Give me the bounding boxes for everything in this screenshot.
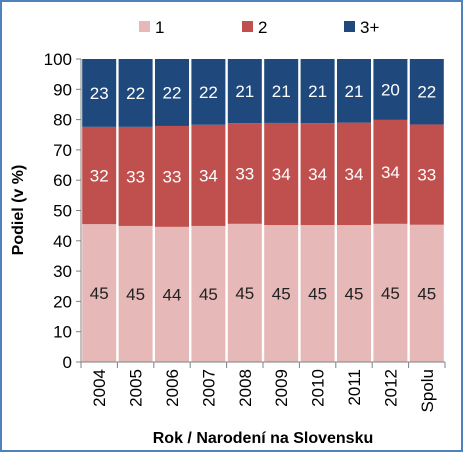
data-label: 32	[90, 167, 109, 186]
bar-segment-2	[264, 122, 299, 226]
y-tick-label: 90	[53, 80, 72, 99]
bar-segment-3	[373, 59, 408, 120]
data-label: 45	[272, 285, 291, 304]
x-tick-label: 2007	[199, 369, 218, 407]
bar-segment-3	[118, 59, 153, 127]
y-tick-label: 80	[53, 111, 72, 130]
bar-segment-3	[409, 59, 444, 125]
y-tick-label: 40	[53, 232, 72, 251]
y-tick-label: 50	[53, 202, 72, 221]
data-label: 44	[163, 285, 182, 304]
y-axis: 0 10 20 30 40 50 60 70 80 90 100	[44, 50, 82, 372]
bar-segment-3	[191, 59, 226, 125]
data-label: 45	[126, 285, 145, 304]
x-tick-label: 2011	[345, 369, 364, 406]
bar-segment-3	[300, 59, 335, 124]
bar-segment-2	[82, 126, 117, 225]
data-label: 45	[90, 284, 109, 303]
bar-segment-1	[118, 225, 153, 362]
legend: 1 2 3+	[139, 18, 379, 37]
x-tick-label: 2008	[236, 369, 255, 407]
data-label: 45	[417, 284, 436, 303]
bar-segment-2	[118, 126, 153, 226]
bar-segment-1	[300, 225, 335, 362]
data-label: 21	[272, 82, 291, 101]
y-tick-label: 10	[53, 323, 72, 342]
bar-segment-1	[264, 225, 299, 362]
y-tick-label: 70	[53, 141, 72, 160]
data-label: 33	[235, 165, 254, 184]
y-tick-label: 100	[44, 50, 72, 69]
y-tick-label: 60	[53, 171, 72, 190]
data-label: 22	[417, 83, 436, 102]
bar-segment-2	[300, 123, 335, 226]
data-label: 33	[417, 166, 436, 185]
data-label: 45	[308, 285, 327, 304]
legend-swatch-2	[242, 21, 253, 32]
bar-segment-2	[373, 119, 408, 224]
data-label: 34	[345, 165, 364, 184]
x-tick-label: 2005	[127, 369, 146, 407]
bar-segment-3	[227, 59, 262, 124]
legend-label-3: 3+	[360, 18, 379, 37]
data-label: 45	[199, 285, 218, 304]
bar-segment-1	[409, 224, 444, 362]
bar-segment-1	[191, 225, 226, 362]
data-label: 45	[381, 284, 400, 303]
data-label: 33	[126, 167, 145, 186]
y-axis-title: Podiel (v %)	[10, 165, 27, 256]
x-tick-label: 2004	[90, 369, 109, 407]
data-label: 20	[381, 80, 400, 99]
data-label: 34	[199, 166, 218, 185]
bar-segment-1	[337, 225, 371, 362]
x-axis: 2004 2005 2006 2007 2008 2009 2010 2011 2012 Spol…	[80, 361, 446, 412]
legend-label-1: 1	[155, 18, 164, 37]
data-label: 22	[163, 83, 182, 102]
data-label: 45	[345, 285, 364, 304]
data-label: 22	[126, 84, 145, 103]
data-label: 21	[235, 82, 254, 101]
data-label: 21	[345, 82, 364, 101]
bar-segment-2	[191, 124, 226, 226]
bar-segment-2	[409, 124, 444, 225]
bar-segment-2	[227, 123, 262, 224]
bar-segment-2	[155, 125, 189, 227]
legend-swatch-3	[344, 21, 355, 32]
bar-segment-3	[264, 59, 299, 123]
bar-segment-3	[155, 59, 189, 126]
bar-segment-3	[337, 59, 371, 123]
x-tick-label: Spolu	[418, 369, 437, 412]
x-tick-label: 2006	[163, 369, 182, 407]
bar-segment-2	[337, 122, 371, 226]
data-label: 33	[163, 167, 182, 186]
data-label: 23	[90, 84, 109, 103]
bar-segment-1	[82, 224, 117, 362]
data-label: 21	[308, 82, 327, 101]
y-tick-label: 20	[53, 292, 72, 311]
data-label: 34	[381, 163, 400, 182]
bar-segment-1	[227, 223, 262, 362]
plot-area: 45 32 23 45 33 22 44 33 22 45 34 22 45 33 21 45 34 21 45 34…	[82, 59, 444, 362]
legend-swatch-1	[139, 21, 150, 32]
x-tick-label: 2012	[381, 369, 400, 407]
bar-segment-1	[373, 223, 408, 362]
x-axis-title: Rok / Narodení na Slovensku	[153, 430, 374, 447]
legend-label-2: 2	[258, 18, 267, 37]
bar-segment-3	[82, 59, 117, 127]
data-label: 22	[199, 83, 218, 102]
data-label: 34	[308, 165, 327, 184]
bar-segment-1	[155, 226, 189, 362]
x-tick-label: 2009	[272, 369, 291, 407]
y-tick-label: 0	[63, 353, 72, 372]
x-tick-label: 2010	[309, 369, 328, 407]
data-label: 34	[272, 165, 291, 184]
data-label: 45	[235, 284, 254, 303]
y-tick-label: 30	[53, 262, 72, 281]
